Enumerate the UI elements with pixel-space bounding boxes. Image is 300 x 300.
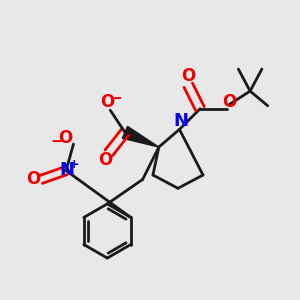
Text: O: O xyxy=(100,93,114,111)
Text: O: O xyxy=(181,68,195,85)
Text: −: − xyxy=(110,91,122,106)
Text: O: O xyxy=(58,129,72,147)
Polygon shape xyxy=(122,126,159,147)
Text: O: O xyxy=(27,170,41,188)
Text: N: N xyxy=(59,161,74,179)
Text: O: O xyxy=(98,151,112,169)
Text: −: − xyxy=(50,134,63,149)
Text: O: O xyxy=(222,93,236,111)
Text: +: + xyxy=(69,158,80,171)
Text: N: N xyxy=(173,112,188,130)
